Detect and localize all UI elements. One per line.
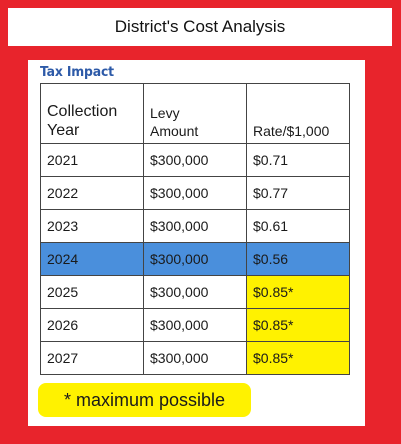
table-row: 2021 $300,000 $0.71 — [40, 143, 350, 177]
table-row: 2025 $300,000 $0.85* — [40, 275, 350, 309]
section-subtitle: Tax Impact — [40, 64, 114, 80]
cell-year: 2024 — [40, 242, 144, 276]
page-title: District's Cost Analysis — [114, 17, 286, 36]
cell-rate: $0.77 — [246, 176, 350, 210]
cell-levy: $300,000 — [143, 209, 247, 243]
cell-year: 2026 — [40, 308, 144, 342]
header-collection-year: Collection Year — [40, 83, 144, 144]
cell-levy: $300,000 — [143, 176, 247, 210]
header-levy-line1: Levy — [150, 105, 180, 121]
table-row: 2022 $300,000 $0.77 — [40, 176, 350, 210]
table-row: 2023 $300,000 $0.61 — [40, 209, 350, 243]
table-row: 2026 $300,000 $0.85* — [40, 308, 350, 342]
cell-rate-max: $0.85* — [246, 308, 350, 342]
tax-impact-table: Collection Year Levy Amount Rate/$1,000 … — [40, 83, 350, 375]
footnote-text: * maximum possible — [63, 389, 226, 410]
table-header-row: Collection Year Levy Amount Rate/$1,000 — [40, 83, 350, 144]
tax-impact-panel: Tax Impact Collection Year Levy Amount R… — [28, 60, 365, 426]
cell-year: 2021 — [40, 143, 144, 177]
header-rate: Rate/$1,000 — [246, 83, 350, 144]
cell-levy: $300,000 — [143, 242, 247, 276]
cell-year: 2023 — [40, 209, 144, 243]
cell-year: 2025 — [40, 275, 144, 309]
table-row-highlighted: 2024 $300,000 $0.56 — [40, 242, 350, 276]
header-year-line1: Collection — [47, 103, 118, 120]
title-bar: District's Cost Analysis — [8, 8, 392, 46]
cell-rate: $0.56 — [246, 242, 350, 276]
footnote-badge: * maximum possible — [38, 383, 251, 417]
header-levy-amount: Levy Amount — [143, 83, 247, 144]
cell-year: 2022 — [40, 176, 144, 210]
cell-levy: $300,000 — [143, 275, 247, 309]
cell-year: 2027 — [40, 341, 144, 375]
cell-rate-max: $0.85* — [246, 275, 350, 309]
cell-levy: $300,000 — [143, 308, 247, 342]
header-year-line2: Year — [47, 122, 80, 139]
cell-levy: $300,000 — [143, 143, 247, 177]
table-row: 2027 $300,000 $0.85* — [40, 341, 350, 375]
cell-rate-max: $0.85* — [246, 341, 350, 375]
cell-rate: $0.71 — [246, 143, 350, 177]
header-levy-line2: Amount — [150, 123, 199, 139]
cell-levy: $300,000 — [143, 341, 247, 375]
cell-rate: $0.61 — [246, 209, 350, 243]
